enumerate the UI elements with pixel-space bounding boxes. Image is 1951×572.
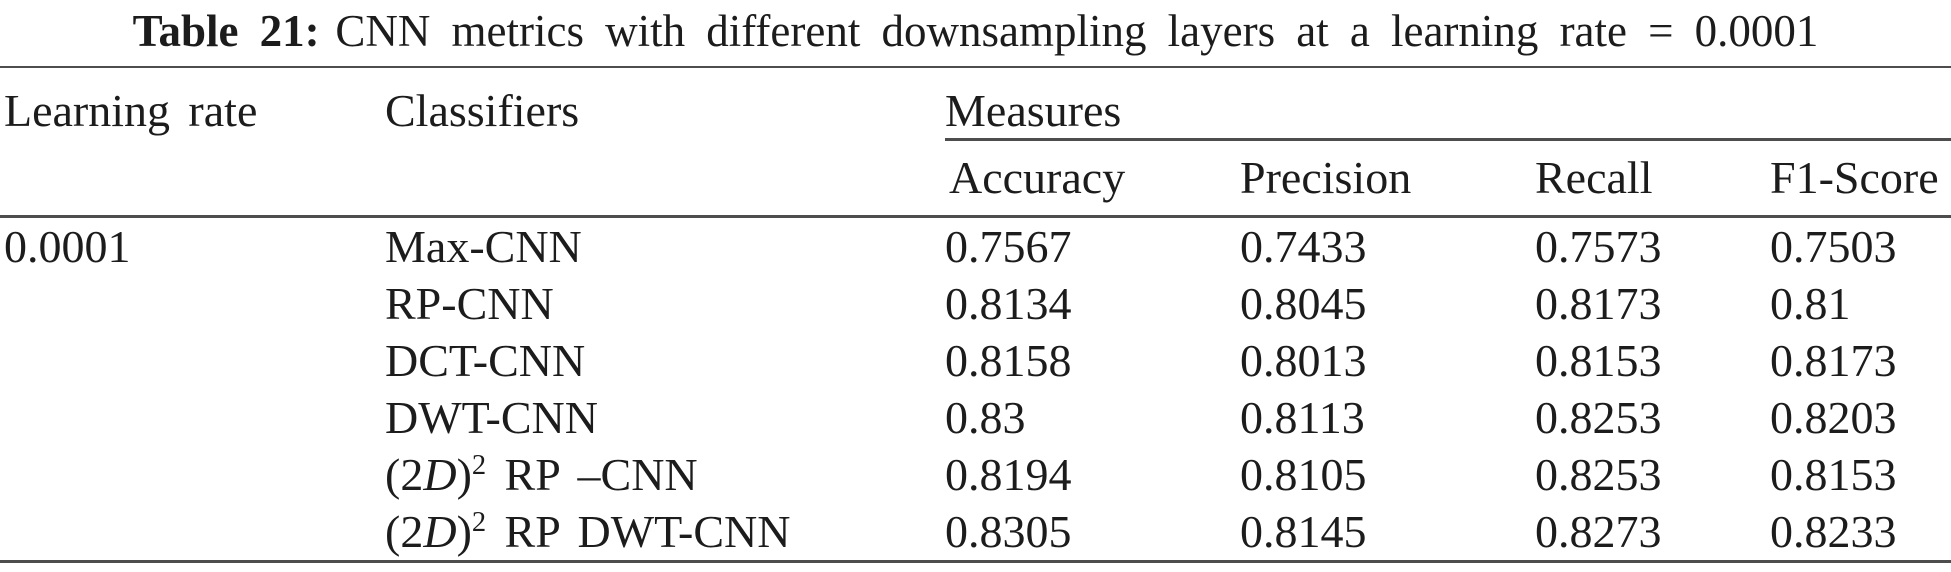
metric-cell: 0.8153 (1535, 334, 1662, 386)
metric-cell: 0.8113 (1240, 391, 1365, 443)
column-header-measures: Measures (945, 67, 1951, 141)
table-caption: Table 21: CNN metrics with different down… (0, 0, 1951, 62)
table-row: RP-CNN 0.8134 0.8045 0.8173 0.81 (0, 275, 1951, 332)
metric-cell: 0.8305 (945, 505, 1072, 557)
classifier-cell: DWT-CNN (385, 391, 598, 443)
metric-cell: 0.8253 (1535, 391, 1662, 443)
learning-rate-cell (0, 275, 385, 332)
table-row: (2D)2 RP DWT-CNN 0.8305 0.8145 0.8273 0.8233 (0, 503, 1951, 562)
column-header-recall: Recall (1535, 139, 1770, 218)
classifier-cell: (2D)2 RP DWT-CNN (385, 505, 791, 557)
table-row: DWT-CNN 0.83 0.8113 0.8253 0.8203 (0, 389, 1951, 446)
metric-cell: 0.8105 (1240, 448, 1367, 500)
metrics-table: Learning rate Classifiers Measures Accur… (0, 66, 1951, 563)
metric-cell: 0.8013 (1240, 334, 1367, 386)
metric-cell: 0.8203 (1770, 391, 1897, 443)
metric-cell: 0.8145 (1240, 505, 1367, 557)
metric-cell: 0.8158 (945, 334, 1072, 386)
learning-rate-cell (0, 446, 385, 503)
metric-cell: 0.83 (945, 391, 1026, 443)
learning-rate-cell: 0.0001 (4, 220, 131, 272)
metric-cell: 0.81 (1770, 277, 1851, 329)
column-header-f1-score: F1-Score (1770, 139, 1951, 218)
caption-text: CNN metrics with different downsampling … (335, 6, 1819, 56)
table-row: 0.0001 Max-CNN 0.7567 0.7433 0.7573 0.7503 (0, 216, 1951, 275)
caption-label: Table 21: (132, 6, 320, 56)
classifier-cell: RP-CNN (385, 277, 554, 329)
table-row: (2D)2 RP –CNN 0.8194 0.8105 0.8253 0.8153 (0, 446, 1951, 503)
classifier-cell: Max-CNN (385, 220, 582, 272)
metric-cell: 0.8233 (1770, 505, 1897, 557)
metric-cell: 0.8153 (1770, 448, 1897, 500)
column-header-learning-rate: Learning rate (0, 67, 385, 218)
metric-cell: 0.8134 (945, 277, 1072, 329)
column-header-classifiers: Classifiers (385, 67, 945, 218)
metric-cell: 0.7433 (1240, 220, 1367, 272)
metric-cell: 0.8173 (1770, 334, 1897, 386)
metric-cell: 0.8194 (945, 448, 1072, 500)
table-row: DCT-CNN 0.8158 0.8013 0.8153 0.8173 (0, 332, 1951, 389)
header-row-measures: Accuracy Precision Recall F1-Score (0, 139, 1951, 218)
table-body: 0.0001 Max-CNN 0.7567 0.7433 0.7573 0.7503 RP-… (0, 216, 1951, 561)
learning-rate-cell (0, 503, 385, 562)
metric-cell: 0.8045 (1240, 277, 1367, 329)
header-row-groups: Learning rate Classifiers Measures (0, 67, 1951, 218)
classifier-cell: (2D)2 RP –CNN (385, 448, 698, 500)
metric-cell: 0.8273 (1535, 505, 1662, 557)
metric-cell: 0.7567 (945, 220, 1072, 272)
metric-cell: 0.7503 (1770, 220, 1897, 272)
classifier-cell: DCT-CNN (385, 334, 586, 386)
metric-cell: 0.8173 (1535, 277, 1662, 329)
column-header-accuracy: Accuracy (945, 139, 1240, 218)
learning-rate-cell (0, 389, 385, 446)
metric-cell: 0.8253 (1535, 448, 1662, 500)
learning-rate-cell (0, 332, 385, 389)
metric-cell: 0.7573 (1535, 220, 1662, 272)
column-header-precision: Precision (1240, 139, 1535, 218)
